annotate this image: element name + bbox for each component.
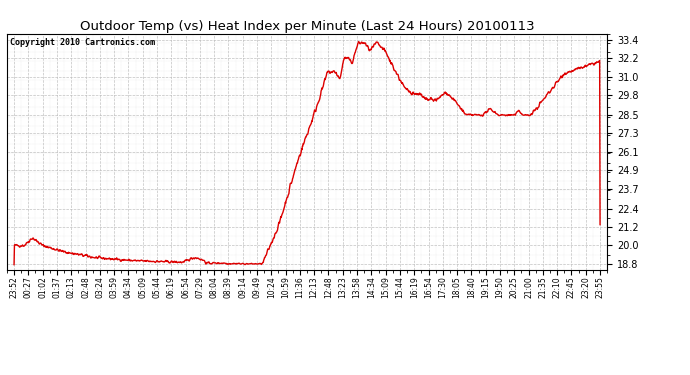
Text: Copyright 2010 Cartronics.com: Copyright 2010 Cartronics.com — [10, 39, 155, 48]
Title: Outdoor Temp (vs) Heat Index per Minute (Last 24 Hours) 20100113: Outdoor Temp (vs) Heat Index per Minute … — [80, 20, 534, 33]
